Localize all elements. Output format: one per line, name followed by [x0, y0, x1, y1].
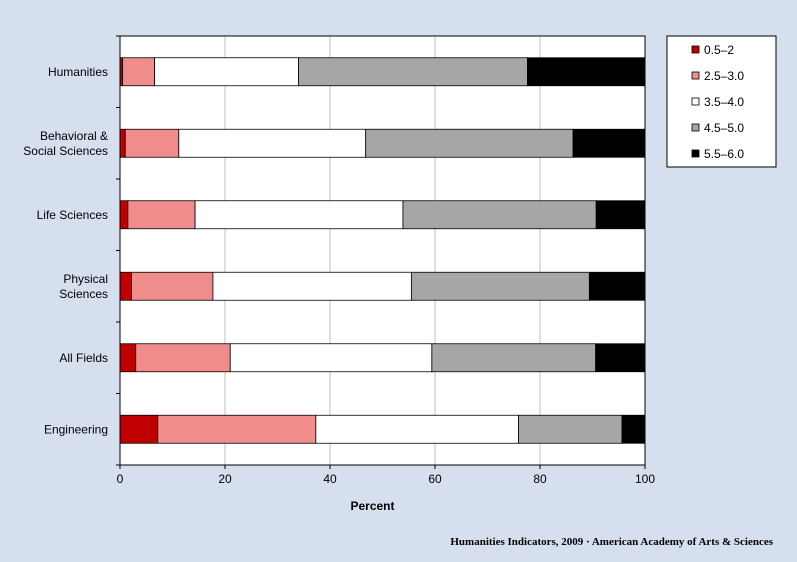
category-label: Behavioral &	[40, 129, 108, 143]
bar-segment	[154, 57, 299, 87]
category-label: Sciences	[59, 287, 108, 301]
bar-segment	[122, 57, 156, 87]
bar-segment	[588, 271, 646, 301]
bar-segment	[119, 343, 137, 373]
legend-swatch	[691, 149, 700, 158]
x-axis-title: Percent	[350, 499, 394, 513]
bar-segment	[229, 343, 433, 373]
bar-segment	[157, 414, 317, 444]
x-tick-label: 20	[218, 472, 232, 486]
x-tick-label: 100	[635, 472, 655, 486]
legend-swatch	[691, 123, 700, 132]
category-label: Engineering	[44, 422, 108, 436]
legend-label: 0.5–2	[704, 43, 734, 57]
bar-segment	[135, 343, 231, 373]
bar-segment	[527, 57, 646, 87]
legend-label: 5.5–6.0	[704, 147, 744, 161]
legend-swatch	[691, 97, 700, 106]
bar-segment	[365, 128, 574, 158]
bar-segment	[178, 128, 367, 158]
x-tick-label: 80	[533, 472, 547, 486]
plot-area	[120, 36, 645, 465]
category-label: Life Sciences	[37, 208, 108, 222]
bar-segment	[315, 414, 519, 444]
category-label: All Fields	[59, 351, 108, 365]
bar-segment	[212, 271, 412, 301]
x-tick-label: 0	[117, 472, 124, 486]
bar-segment	[595, 343, 646, 373]
bar-segment	[621, 414, 646, 444]
bar-segment	[119, 414, 159, 444]
category-label: Humanities	[48, 65, 108, 79]
bar-segment	[124, 128, 180, 158]
x-tick-label: 40	[323, 472, 337, 486]
bar-segment	[127, 200, 196, 230]
category-label: Social Sciences	[23, 144, 108, 158]
bar-segment	[119, 200, 129, 230]
source-footer: Humanities Indicators, 2009 · American A…	[450, 536, 773, 548]
bar-segment	[572, 128, 646, 158]
category-label: Physical	[63, 272, 108, 286]
legend-box	[666, 35, 777, 168]
legend-label: 2.5–3.0	[704, 69, 744, 83]
bar-segment	[595, 200, 646, 230]
x-tick-label: 60	[428, 472, 442, 486]
bar-segment	[298, 57, 528, 87]
bar-segment	[119, 128, 126, 158]
legend-swatch	[691, 71, 700, 80]
legend-swatch	[691, 45, 700, 54]
legend-label: 4.5–5.0	[704, 121, 744, 135]
bar-segment	[518, 414, 623, 444]
legend-label: 3.5–4.0	[704, 95, 744, 109]
bar-segment	[194, 200, 404, 230]
bar-segment	[431, 343, 597, 373]
bar-segment	[402, 200, 597, 230]
bar-segment	[119, 271, 132, 301]
bar-segment	[131, 271, 214, 301]
bar-segment	[410, 271, 590, 301]
